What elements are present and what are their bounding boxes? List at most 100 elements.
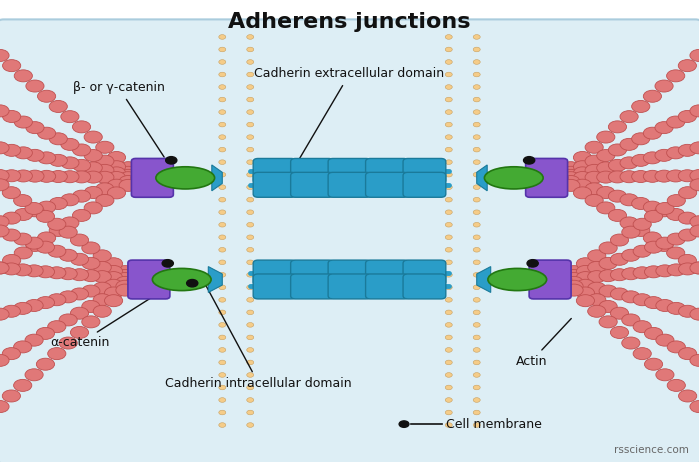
Circle shape — [105, 265, 123, 277]
Circle shape — [599, 285, 617, 297]
Circle shape — [610, 253, 628, 265]
Circle shape — [620, 111, 638, 122]
Circle shape — [667, 70, 685, 82]
Circle shape — [644, 297, 663, 309]
Circle shape — [26, 149, 44, 161]
Circle shape — [96, 195, 114, 207]
Circle shape — [3, 255, 21, 267]
Circle shape — [576, 279, 594, 292]
Circle shape — [14, 195, 32, 207]
Circle shape — [527, 260, 538, 267]
Circle shape — [473, 160, 480, 164]
Circle shape — [48, 321, 66, 333]
Circle shape — [247, 360, 254, 365]
Circle shape — [247, 110, 254, 115]
Circle shape — [690, 105, 699, 117]
Circle shape — [473, 85, 480, 89]
Circle shape — [690, 49, 699, 61]
Circle shape — [576, 272, 594, 284]
Ellipse shape — [488, 268, 547, 291]
Circle shape — [49, 100, 67, 112]
FancyBboxPatch shape — [366, 260, 408, 285]
Circle shape — [678, 255, 696, 267]
Circle shape — [247, 398, 254, 402]
Circle shape — [247, 47, 254, 52]
Circle shape — [247, 322, 254, 327]
Circle shape — [667, 208, 685, 220]
Circle shape — [576, 265, 594, 277]
Circle shape — [473, 197, 480, 202]
Circle shape — [61, 111, 79, 122]
Circle shape — [131, 172, 149, 184]
Circle shape — [247, 35, 254, 39]
Circle shape — [116, 273, 134, 285]
Circle shape — [25, 202, 43, 214]
Circle shape — [93, 282, 111, 294]
Circle shape — [25, 334, 43, 346]
Circle shape — [82, 300, 100, 312]
Circle shape — [473, 122, 480, 127]
Circle shape — [588, 250, 606, 262]
Circle shape — [690, 179, 699, 191]
Circle shape — [116, 266, 134, 278]
Circle shape — [48, 218, 66, 230]
Circle shape — [59, 337, 78, 349]
Circle shape — [219, 147, 226, 152]
Circle shape — [219, 160, 226, 164]
Circle shape — [219, 248, 226, 252]
Circle shape — [219, 398, 226, 402]
Circle shape — [667, 233, 685, 245]
Circle shape — [562, 166, 580, 178]
Circle shape — [38, 201, 56, 213]
Circle shape — [219, 298, 226, 302]
Circle shape — [667, 147, 685, 159]
Circle shape — [105, 272, 123, 284]
Circle shape — [119, 166, 137, 178]
Circle shape — [82, 242, 100, 254]
Circle shape — [473, 72, 480, 77]
Circle shape — [679, 347, 697, 359]
Circle shape — [608, 190, 626, 202]
Circle shape — [0, 308, 9, 320]
Circle shape — [655, 149, 673, 161]
Circle shape — [247, 60, 254, 64]
Text: Cell membrane: Cell membrane — [446, 418, 542, 431]
Circle shape — [219, 322, 226, 327]
Circle shape — [608, 121, 626, 133]
Circle shape — [14, 302, 32, 314]
Circle shape — [38, 127, 56, 139]
Circle shape — [608, 144, 626, 156]
Circle shape — [0, 262, 9, 274]
Circle shape — [219, 273, 226, 277]
Circle shape — [36, 328, 55, 340]
Circle shape — [667, 247, 685, 259]
Circle shape — [445, 172, 452, 177]
Circle shape — [622, 314, 640, 326]
Circle shape — [127, 274, 145, 286]
Circle shape — [473, 147, 480, 152]
Circle shape — [108, 152, 126, 164]
Circle shape — [608, 209, 626, 221]
Circle shape — [524, 157, 535, 164]
Circle shape — [667, 264, 685, 276]
Circle shape — [14, 208, 32, 220]
Circle shape — [36, 266, 55, 278]
Circle shape — [565, 273, 583, 285]
Circle shape — [219, 235, 226, 240]
Circle shape — [59, 314, 78, 326]
FancyBboxPatch shape — [526, 158, 568, 197]
Circle shape — [576, 287, 594, 299]
Text: Cadherin extracellular domain: Cadherin extracellular domain — [254, 67, 445, 166]
Circle shape — [71, 253, 89, 265]
Circle shape — [644, 241, 663, 253]
Circle shape — [71, 269, 89, 281]
Circle shape — [219, 210, 226, 214]
Circle shape — [247, 72, 254, 77]
Circle shape — [26, 239, 44, 251]
Circle shape — [219, 260, 226, 265]
Circle shape — [554, 274, 572, 286]
Circle shape — [219, 347, 226, 352]
Circle shape — [71, 307, 89, 319]
Circle shape — [36, 210, 55, 222]
Circle shape — [14, 379, 32, 391]
